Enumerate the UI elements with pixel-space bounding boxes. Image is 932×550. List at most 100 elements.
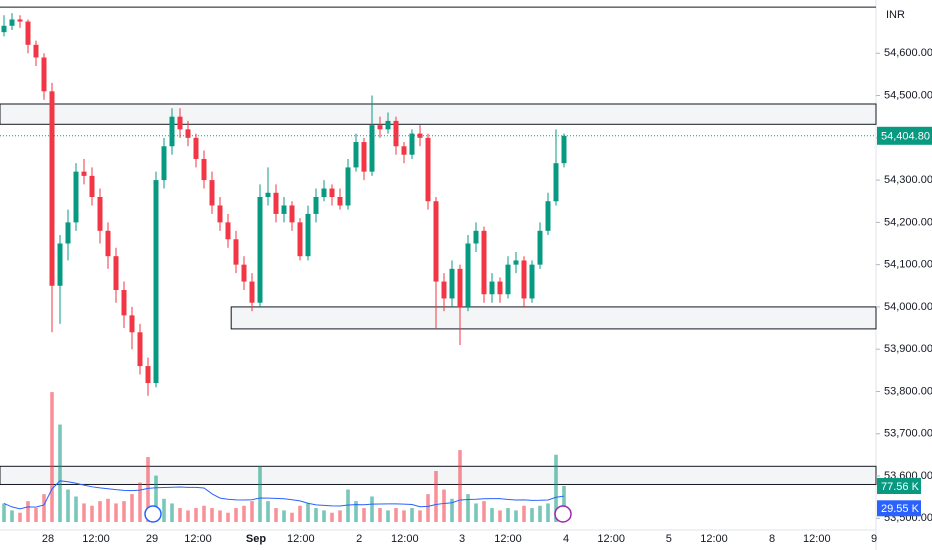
volume-bar [554, 454, 558, 522]
y-tick-label: 53,900.00 [884, 343, 932, 355]
candle-body [129, 315, 135, 333]
volume-bar [274, 508, 278, 522]
volume-bar [18, 512, 22, 522]
candle-body [433, 201, 439, 282]
volume-bar [210, 508, 214, 522]
volume-bar [10, 510, 14, 522]
volume-bar [74, 496, 78, 522]
x-tick-label: 28 [42, 533, 54, 545]
volume-bar [58, 424, 62, 522]
volume-bar [562, 486, 566, 522]
candle-body [545, 201, 551, 231]
candle-body [49, 91, 55, 286]
volume-bar [450, 498, 454, 522]
volume-bar [538, 505, 542, 522]
candle-body [513, 260, 519, 265]
candle-body [521, 260, 527, 299]
candle-body [441, 281, 447, 299]
volume-bar [82, 503, 86, 522]
candle-body [505, 264, 511, 295]
candle-body [529, 264, 535, 299]
currency-label: INR [886, 9, 905, 21]
candle-body [249, 281, 255, 303]
candle-body [1, 25, 7, 33]
candle-body [33, 44, 39, 58]
volume-bar [530, 508, 534, 522]
y-tick-label: 54,000.00 [884, 301, 932, 313]
x-tick-label: 12:00 [803, 533, 831, 545]
x-tick-label: 9 [871, 533, 877, 545]
candle-body [465, 243, 471, 307]
volume-bar [402, 510, 406, 522]
x-tick-label: 12:00 [391, 533, 419, 545]
volume-bar [370, 496, 374, 522]
x-tick-label: 8 [769, 533, 775, 545]
candle-body [105, 230, 111, 257]
candle-body [313, 197, 319, 214]
candle-body [385, 120, 391, 130]
y-tick-label: 54,100.00 [884, 259, 932, 271]
y-tick-label: 54,200.00 [884, 216, 932, 228]
volume-bar [42, 494, 46, 522]
x-tick-label: Sep [246, 533, 266, 545]
x-tick-label: 3 [459, 533, 465, 545]
volume-bar [442, 489, 446, 522]
volume-bar [418, 510, 422, 522]
candle-body [561, 135, 567, 164]
x-tick-label: 29 [146, 533, 158, 545]
x-tick-label: 12:00 [494, 533, 522, 545]
price-zone [230, 306, 877, 330]
volume-bar [114, 503, 118, 522]
volume-bar [2, 503, 6, 522]
candle-body [305, 213, 311, 257]
candle-body [361, 142, 367, 172]
candle-body [137, 332, 143, 367]
last-price-box [877, 126, 932, 145]
volume-bar [138, 482, 142, 522]
volume-bar [354, 501, 358, 522]
volume-bar [378, 508, 382, 522]
y-tick-label: 54,600.00 [884, 47, 932, 59]
volume-bar [314, 508, 318, 522]
volume-bar [162, 498, 166, 522]
candle-body [225, 222, 231, 240]
volume-bar [154, 475, 158, 522]
volume-bar [258, 466, 262, 522]
candle-body [369, 125, 375, 172]
x-tick-label: 12:00 [287, 533, 315, 545]
volume-bar [194, 508, 198, 522]
price-zone [0, 103, 877, 125]
candle-body [17, 19, 23, 22]
volume-bar [26, 501, 30, 522]
x-tick-label: 12:00 [700, 533, 728, 545]
candle-body [329, 188, 335, 198]
y-tick-label: 54,500.00 [884, 89, 932, 101]
volume-bar [522, 505, 526, 522]
candle-body [401, 146, 407, 155]
volume-bar [66, 489, 70, 522]
candle-body [153, 180, 159, 384]
candle-body [425, 137, 431, 202]
candle-body [97, 197, 103, 231]
candle-body [409, 133, 415, 155]
candle-body [273, 192, 279, 214]
volume-bar [338, 510, 342, 522]
y-tick-label: 53,700.00 [884, 428, 932, 440]
candle-body [241, 264, 247, 282]
candle-body [89, 175, 95, 198]
candle-body [289, 205, 295, 223]
candle-body [57, 243, 63, 286]
volume-ma-line [3, 480, 565, 510]
price-zone [0, 465, 877, 485]
volume-bar [490, 508, 494, 522]
candle-body [233, 239, 239, 265]
volume-bar [106, 498, 110, 522]
volume-bar [146, 457, 150, 522]
volume-bar [474, 503, 478, 522]
volume-bar [506, 508, 510, 522]
last-price-label: 54,404.80 [881, 131, 930, 143]
x-tick-label: 2 [356, 533, 362, 545]
x-tick-label: 4 [563, 533, 569, 545]
volume-bar [322, 510, 326, 522]
candle-body [193, 137, 199, 159]
